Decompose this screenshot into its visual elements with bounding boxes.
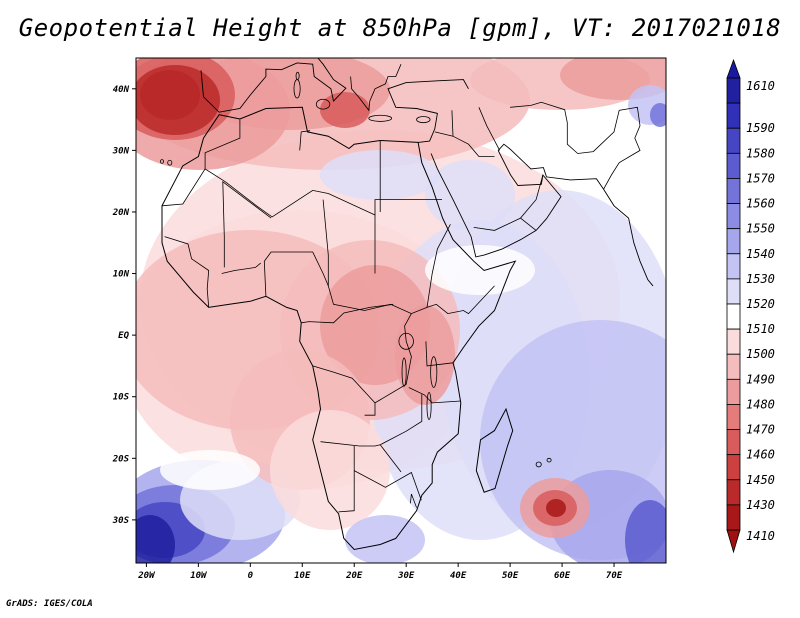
lon-tick-label: 10W: [190, 571, 208, 581]
colorbar-level-label: 1470: [746, 423, 775, 437]
map-axes: 20W 10W 0 10E 20E 30E 40E 50E 60E 70E 40N 30N 20N 10N…: [112, 85, 623, 581]
colorbar-swatch: [726, 303, 741, 330]
lon-tick-label: 20E: [345, 571, 363, 581]
colorbar-swatch: [726, 253, 741, 280]
colorbar-swatch: [726, 328, 741, 355]
lon-tick-label: 10E: [294, 571, 311, 581]
colorbar-swatch: [726, 152, 741, 179]
colorbar-swatch: [726, 278, 741, 305]
lon-tick-label: 50E: [502, 571, 519, 581]
colorbar-swatch: [726, 353, 741, 380]
lat-tick-label: 30S: [112, 516, 130, 526]
colorbar-swatch: [726, 378, 741, 405]
lon-tick-label: 30E: [397, 571, 415, 581]
colorbar-level-label: 1430: [746, 498, 775, 512]
colorbar-bottom-arrow: [726, 529, 741, 554]
colorbar-swatch: [726, 404, 741, 430]
lon-tick-label: 40E: [450, 571, 467, 581]
colorbar-level-label: 1510: [746, 322, 775, 336]
lon-tick-label: 0: [248, 571, 254, 581]
colorbar-level-label: 1520: [746, 297, 775, 311]
lon-tick-label: 70E: [606, 571, 623, 581]
colorbar-swatch: [726, 77, 741, 104]
colorbar-level-label: 1500: [746, 347, 775, 361]
lat-tick-label: 10N: [113, 270, 130, 280]
colorbar-level-label: 1530: [746, 272, 775, 286]
colorbar-swatch: [726, 429, 741, 456]
colorbar-swatch: [726, 203, 741, 230]
colorbar-level-label: 1610: [746, 79, 775, 93]
colorbar-level-label: 1480: [746, 397, 775, 411]
height-field: [136, 58, 666, 563]
map-title: Geopotential Height at 850hPa [gpm], VT:…: [18, 14, 782, 42]
colorbar: 1610 1590 1580 1570 1560 1550 1540 1530 1520 1510…: [726, 58, 775, 554]
colorbar-top-arrow: [726, 58, 741, 79]
colorbar-level-label: 1540: [746, 247, 775, 261]
colorbar-level-label: 1460: [746, 448, 775, 462]
colorbar-level-label: 1580: [746, 146, 775, 160]
colorbar-swatch: [726, 479, 741, 506]
colorbar-swatch: [726, 454, 741, 481]
lat-tick-label: 20S: [112, 454, 130, 464]
colorbar-level-label: 1550: [746, 222, 775, 236]
colorbar-level-label: 1560: [746, 197, 775, 211]
lon-tick-label: 60E: [554, 571, 571, 581]
colorbar-swatch: [726, 178, 741, 204]
colorbar-swatch: [726, 127, 741, 154]
lat-tick-label: 40N: [113, 85, 130, 95]
colorbar-level-label: 1590: [746, 121, 775, 135]
colorbar-swatch: [726, 102, 741, 129]
colorbar-level-label: 1490: [746, 372, 775, 386]
colorbar-swatch: [726, 228, 741, 255]
credit-label: GrADS: IGES/COLA: [6, 599, 93, 609]
country-borders: [160, 58, 654, 551]
colorbar-level-label: 1450: [746, 473, 775, 487]
lat-tick-label: 20N: [112, 208, 130, 218]
lat-tick-label: 30N: [112, 146, 130, 156]
lon-tick-label: 20W: [137, 571, 156, 581]
lat-tick-label: EQ: [118, 331, 129, 341]
colorbar-swatch: [726, 504, 741, 531]
lat-tick-label: 10S: [113, 393, 130, 403]
colorbar-level-label: 1410: [746, 529, 775, 543]
colorbar-level-label: 1570: [746, 171, 775, 185]
plot-frame: [135, 57, 667, 564]
